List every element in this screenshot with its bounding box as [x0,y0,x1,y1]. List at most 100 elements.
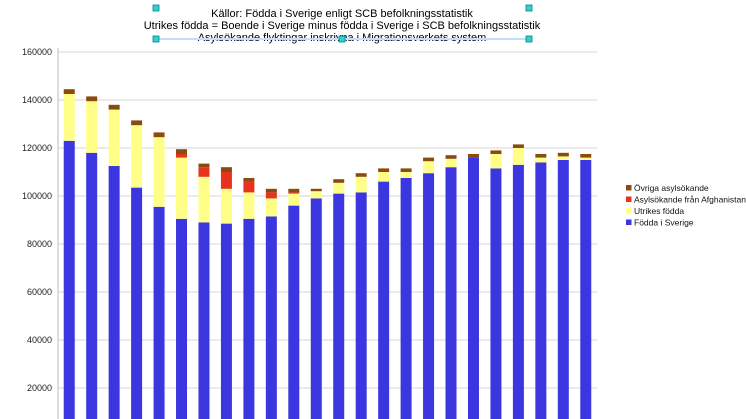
bar-segment [580,160,592,419]
bar-stack [423,157,435,419]
bar-segment [131,120,143,126]
bar-segment [467,154,479,158]
bar-segment [198,167,210,177]
bar-segment [423,161,435,174]
legend-label: Asylsökande från Afghanistan [634,195,746,205]
bar-segment [265,198,277,217]
legend: Övriga asylsökande Asylsökande från Afgha… [626,183,746,228]
bar-segment [265,216,277,419]
title-selection-handles [152,4,533,43]
legend-swatch [626,219,632,225]
bar-segment [108,104,120,110]
bar-stack [378,168,390,419]
bar-segment [535,157,547,163]
bar-stack [86,96,98,419]
bar-segment [490,150,502,154]
bar-segment [220,172,232,189]
bar-segment [557,152,569,157]
bar-segment [63,94,75,141]
bar-segment [176,154,188,158]
y-tick-label: 160000 [22,47,52,57]
selection-handle[interactable] [338,35,346,43]
bar-segment [63,89,75,94]
selection-handle[interactable] [152,4,160,12]
bar-stack [108,104,120,419]
bar-segment [445,167,457,419]
bar-segment [490,168,502,419]
bar-segment [512,164,524,419]
legend-label: Utrikes födda [634,206,684,216]
y-tick-label: 20000 [27,383,52,393]
bar-segment [288,192,300,194]
bar-stack [310,188,322,419]
bar-stack [467,154,479,419]
bar-segment [378,181,390,419]
bar-segment [288,205,300,419]
y-tick-label: 80000 [27,239,52,249]
bar-segment [243,181,255,193]
bar-segment [86,101,98,153]
bar-segment [108,109,120,166]
bar-stack [490,150,502,419]
bar-segment [490,154,502,169]
bar-segment [467,157,479,419]
bar-stack [153,132,165,419]
chart-title: Källor: Födda i Sverige enligt SCB befol… [144,8,541,44]
bar-stack [63,89,75,419]
bar-stack [400,168,412,419]
selection-handle[interactable] [525,35,533,43]
legend-swatch [626,185,632,191]
bar-segment [63,140,75,419]
bar-segment [131,125,143,188]
bar-stack [176,149,188,419]
chart-title-line: Källor: Födda i Sverige enligt SCB befol… [211,8,473,20]
bar-segment [445,158,457,168]
bar-segment [423,173,435,419]
legend-swatch [626,208,632,214]
bar-segment [333,182,345,194]
bar-segment [243,192,255,219]
selection-handle[interactable] [152,35,160,43]
bar-stack [220,167,232,419]
bar-stack [557,152,569,419]
bar-segment [355,173,367,177]
y-tick-label: 60000 [27,287,52,297]
bar-segment [176,149,188,154]
bar-segment [333,179,345,183]
chart-title-line: Utrikes födda = Boende i Sverige minus f… [144,20,541,32]
bar-segment [310,188,322,192]
y-tick-label: 140000 [22,95,52,105]
bar-segment [86,152,98,419]
bar-segment [580,157,592,160]
bar-segment [400,178,412,419]
bar-stack [355,173,367,419]
legend-swatch [626,196,632,202]
bar-segment [310,198,322,419]
bar-segment [333,193,345,419]
bar-segment [288,193,300,206]
bar-segment [243,178,255,182]
bar-segment [400,172,412,178]
bar-stack [535,154,547,419]
bar-segment [580,154,592,158]
bar-segment [378,168,390,172]
legend-label: Övriga asylsökande [634,183,709,193]
bar-segment [131,187,143,419]
bar-stack [243,178,255,419]
y-tick-label: 120000 [22,143,52,153]
bar-segment [153,137,165,207]
bar-segment [535,162,547,419]
bar-segment [423,157,435,162]
bar-segment [378,172,390,182]
bar-segment [220,188,232,224]
bar-segment [220,223,232,419]
bar-stack [198,163,210,419]
selection-handle[interactable] [525,4,533,12]
y-tick-label: 40000 [27,335,52,345]
bar-segment [512,148,524,165]
bar-segment [445,155,457,159]
bar-segment [265,188,277,193]
bar-stack [445,155,457,419]
bar-segment [512,144,524,148]
